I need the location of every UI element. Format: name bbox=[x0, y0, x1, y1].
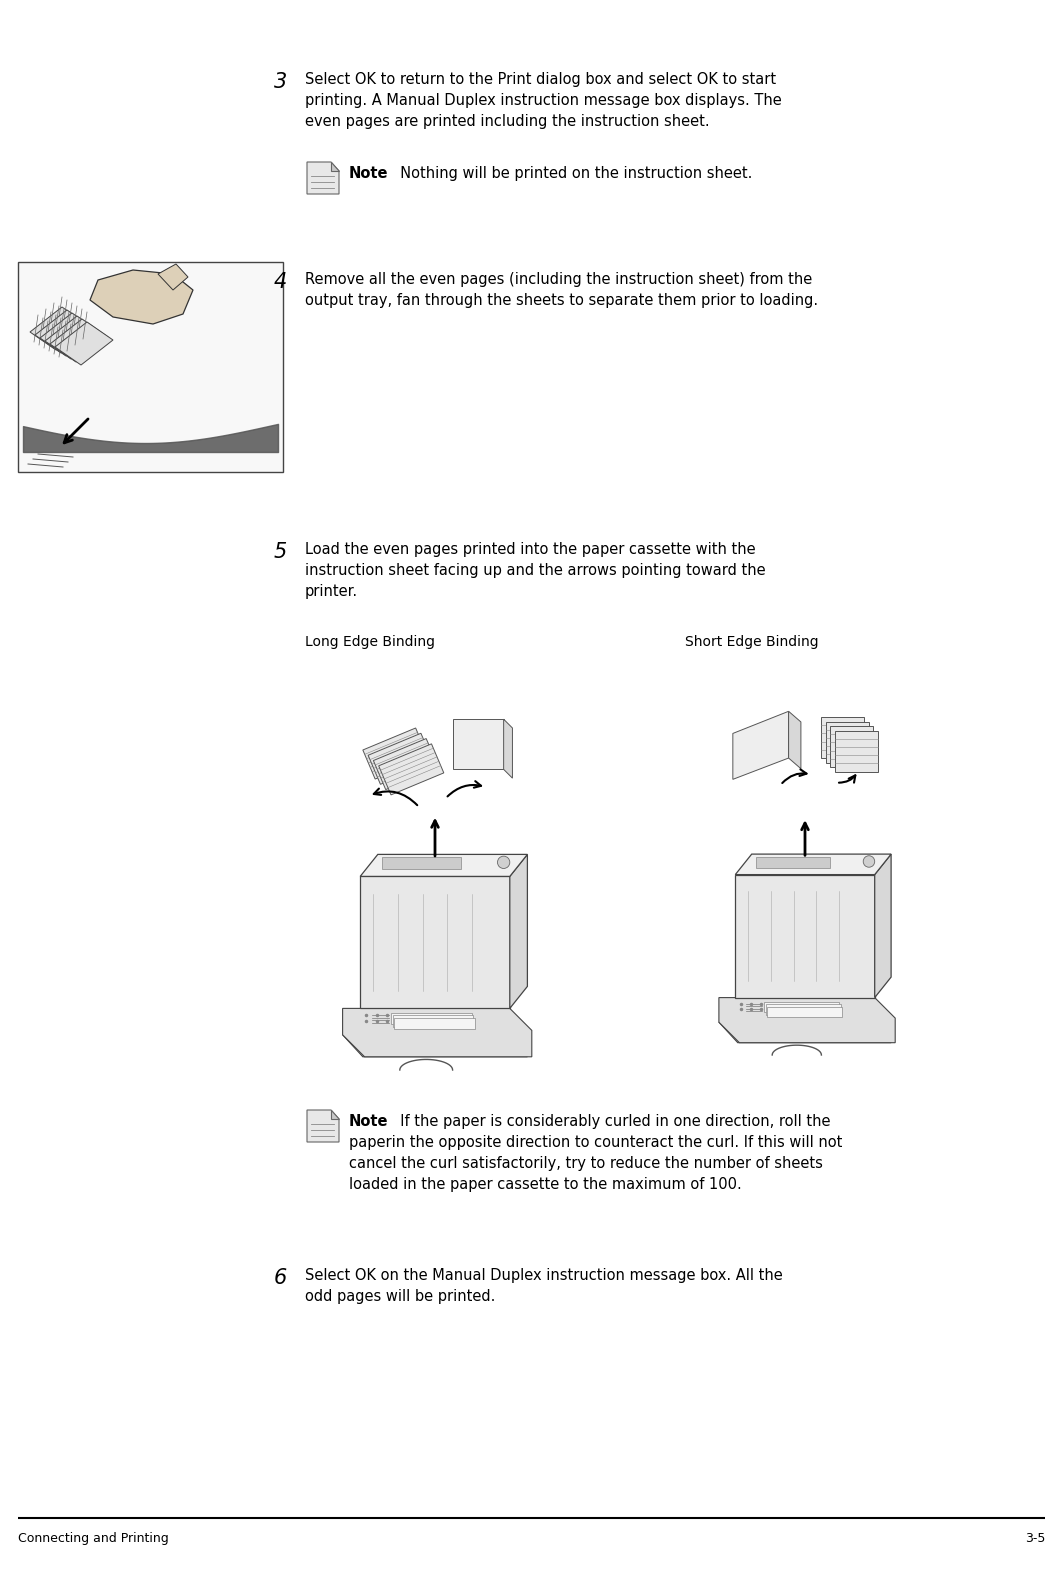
Polygon shape bbox=[360, 854, 527, 876]
Polygon shape bbox=[30, 308, 88, 350]
Polygon shape bbox=[55, 322, 113, 364]
Polygon shape bbox=[732, 711, 789, 779]
Polygon shape bbox=[394, 1017, 475, 1030]
Text: 4: 4 bbox=[274, 272, 287, 292]
Polygon shape bbox=[331, 1110, 339, 1119]
Text: Long Edge Binding: Long Edge Binding bbox=[305, 634, 435, 648]
Polygon shape bbox=[158, 264, 188, 290]
Polygon shape bbox=[826, 722, 868, 763]
Text: printing. A Manual Duplex instruction message box displays. The: printing. A Manual Duplex instruction me… bbox=[305, 93, 781, 108]
Polygon shape bbox=[765, 1005, 841, 1014]
Text: output tray, fan through the sheets to separate them prior to loading.: output tray, fan through the sheets to s… bbox=[305, 294, 819, 308]
Polygon shape bbox=[504, 719, 512, 779]
Polygon shape bbox=[342, 1008, 532, 1057]
Text: 6: 6 bbox=[274, 1269, 287, 1287]
Polygon shape bbox=[736, 854, 891, 874]
Text: Note: Note bbox=[349, 1115, 388, 1129]
Polygon shape bbox=[391, 1013, 472, 1024]
Polygon shape bbox=[90, 270, 193, 323]
Polygon shape bbox=[789, 711, 800, 769]
Text: instruction sheet facing up and the arrows pointing toward the: instruction sheet facing up and the arro… bbox=[305, 564, 765, 578]
Polygon shape bbox=[392, 1016, 473, 1027]
Polygon shape bbox=[362, 728, 428, 779]
Bar bbox=[756, 857, 829, 868]
Circle shape bbox=[863, 856, 875, 867]
Polygon shape bbox=[764, 1002, 840, 1013]
Bar bbox=[383, 857, 461, 870]
Text: cancel the curl satisfactorily, try to reduce the number of sheets: cancel the curl satisfactorily, try to r… bbox=[349, 1156, 823, 1171]
Text: printer.: printer. bbox=[305, 584, 358, 600]
Circle shape bbox=[497, 856, 510, 868]
Text: Load the even pages printed into the paper cassette with the: Load the even pages printed into the pap… bbox=[305, 542, 756, 557]
Text: 3-5: 3-5 bbox=[1025, 1532, 1045, 1545]
Polygon shape bbox=[40, 312, 98, 356]
Polygon shape bbox=[331, 162, 339, 171]
Text: Nothing will be printed on the instruction sheet.: Nothing will be printed on the instructi… bbox=[391, 166, 753, 181]
Polygon shape bbox=[307, 1110, 339, 1141]
Polygon shape bbox=[719, 1022, 891, 1042]
Text: odd pages will be printed.: odd pages will be printed. bbox=[305, 1289, 495, 1305]
Polygon shape bbox=[510, 854, 527, 1008]
Polygon shape bbox=[875, 854, 891, 997]
Text: paperin the opposite direction to counteract the curl. If this will not: paperin the opposite direction to counte… bbox=[349, 1135, 842, 1149]
Polygon shape bbox=[360, 876, 510, 1008]
Polygon shape bbox=[736, 874, 875, 997]
Bar bbox=[18, 262, 283, 473]
Polygon shape bbox=[50, 319, 108, 363]
Polygon shape bbox=[830, 725, 873, 768]
Polygon shape bbox=[307, 162, 339, 195]
Text: If the paper is considerably curled in one direction, roll the: If the paper is considerably curled in o… bbox=[391, 1115, 830, 1129]
Text: 3: 3 bbox=[274, 72, 287, 93]
Polygon shape bbox=[373, 738, 439, 790]
Text: Connecting and Printing: Connecting and Printing bbox=[18, 1532, 169, 1545]
Polygon shape bbox=[822, 717, 864, 758]
Text: loaded in the paper cassette to the maximum of 100.: loaded in the paper cassette to the maxi… bbox=[349, 1178, 742, 1192]
Polygon shape bbox=[35, 309, 92, 353]
Polygon shape bbox=[453, 719, 504, 769]
Text: Remove all the even pages (including the instruction sheet) from the: Remove all the even pages (including the… bbox=[305, 272, 812, 287]
Text: Note: Note bbox=[349, 166, 388, 181]
Polygon shape bbox=[342, 1035, 527, 1057]
Polygon shape bbox=[767, 1006, 843, 1017]
Polygon shape bbox=[719, 997, 895, 1042]
Text: Short Edge Binding: Short Edge Binding bbox=[685, 634, 819, 648]
Polygon shape bbox=[834, 730, 878, 771]
Polygon shape bbox=[45, 316, 103, 360]
Text: Select OK on the Manual Duplex instruction message box. All the: Select OK on the Manual Duplex instructi… bbox=[305, 1269, 782, 1283]
Text: Select OK to return to the Print dialog box and select OK to start: Select OK to return to the Print dialog … bbox=[305, 72, 776, 86]
Text: 5: 5 bbox=[274, 542, 287, 562]
Text: even pages are printed including the instruction sheet.: even pages are printed including the ins… bbox=[305, 115, 710, 129]
Polygon shape bbox=[368, 733, 434, 785]
Polygon shape bbox=[378, 744, 443, 794]
